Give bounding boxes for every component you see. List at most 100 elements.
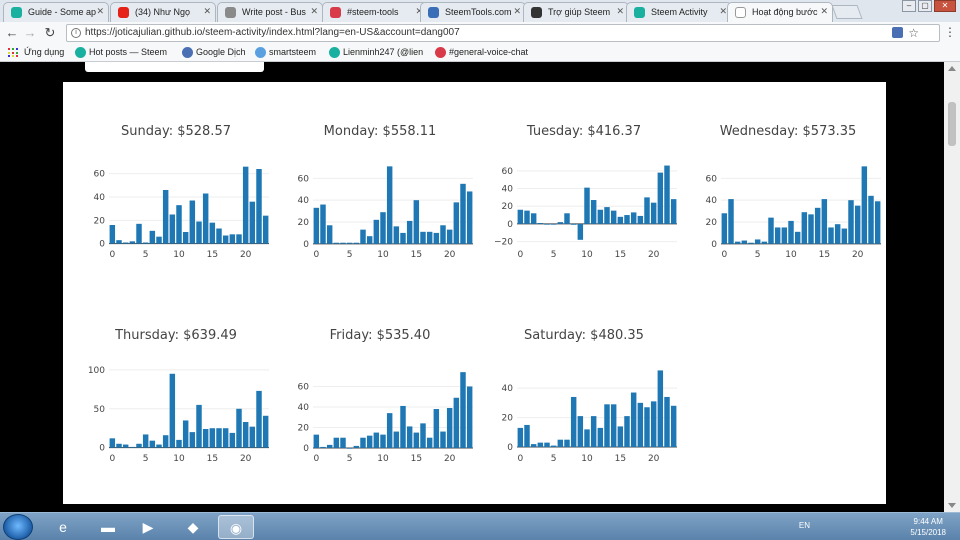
bar[interactable]: [136, 443, 142, 448]
bar[interactable]: [861, 166, 868, 244]
bar[interactable]: [550, 445, 557, 448]
bar[interactable]: [446, 408, 453, 448]
bar[interactable]: [617, 426, 624, 448]
bar[interactable]: [808, 214, 814, 244]
chart-thursday[interactable]: Thursday: $639.49 0 50 100 0 5 10 15 20: [81, 328, 271, 473]
bar[interactable]: [122, 242, 129, 244]
menu-kebab-icon[interactable]: ⋮: [944, 25, 956, 39]
bar[interactable]: [256, 169, 262, 244]
bar[interactable]: [570, 396, 577, 448]
bar[interactable]: [326, 444, 333, 448]
bar[interactable]: [340, 242, 346, 244]
bar[interactable]: [386, 413, 393, 448]
bar[interactable]: [728, 199, 734, 244]
bar[interactable]: [216, 428, 222, 448]
bar[interactable]: [544, 223, 550, 225]
bar[interactable]: [537, 223, 544, 224]
bar[interactable]: [530, 444, 537, 448]
bar[interactable]: [644, 197, 650, 224]
bar[interactable]: [202, 193, 209, 244]
bar[interactable]: [748, 242, 754, 244]
bookmark-item[interactable]: smartsteem: [255, 47, 316, 58]
browser-tab[interactable]: (34) Như Ngọ ✕: [110, 2, 216, 22]
scroll-up-arrow-icon[interactable]: [948, 66, 956, 71]
bar[interactable]: [624, 215, 630, 224]
bar[interactable]: [156, 236, 162, 244]
bar[interactable]: [821, 199, 828, 244]
chart-friday[interactable]: Friday: $535.40 0 20 40 60 0 5 10 15 20: [285, 328, 475, 473]
bar[interactable]: [524, 424, 530, 448]
bookmark-item[interactable]: Ứng dụng: [24, 47, 64, 57]
bar[interactable]: [353, 445, 360, 448]
bar[interactable]: [874, 201, 881, 244]
bar[interactable]: [768, 217, 774, 244]
scroll-thumb[interactable]: [948, 102, 956, 146]
bar[interactable]: [446, 229, 453, 244]
bar[interactable]: [256, 390, 262, 448]
bar[interactable]: [360, 229, 366, 244]
start-button[interactable]: [3, 514, 33, 540]
bar[interactable]: [420, 231, 426, 244]
bar[interactable]: [644, 407, 650, 448]
bar[interactable]: [848, 200, 854, 244]
bar[interactable]: [129, 446, 136, 448]
bar[interactable]: [202, 429, 209, 448]
bar[interactable]: [774, 227, 781, 244]
tab-close-icon[interactable]: ✕: [310, 6, 318, 16]
bookmark-item[interactable]: #general-voice-chat: [435, 47, 528, 58]
chart-saturday[interactable]: Saturday: $480.35 0 20 40 0 5 10 15 20: [489, 328, 679, 473]
bar[interactable]: [313, 434, 320, 448]
tab-close-icon[interactable]: ✕: [820, 6, 828, 16]
bar[interactable]: [734, 241, 741, 244]
bar[interactable]: [366, 435, 373, 448]
bar[interactable]: [788, 220, 794, 244]
bar[interactable]: [610, 404, 617, 448]
bar[interactable]: [570, 223, 577, 225]
bar[interactable]: [209, 222, 216, 244]
close-window-button[interactable]: ✕: [934, 0, 956, 12]
bar[interactable]: [537, 442, 544, 448]
bookmark-star-icon[interactable]: ☆: [908, 26, 919, 40]
bar[interactable]: [584, 187, 590, 224]
bar[interactable]: [162, 435, 169, 448]
bar[interactable]: [176, 205, 182, 244]
bar[interactable]: [610, 210, 617, 224]
bar[interactable]: [828, 227, 834, 244]
bar[interactable]: [333, 242, 340, 244]
bar[interactable]: [229, 432, 236, 448]
bar[interactable]: [664, 396, 670, 448]
bookmark-item[interactable]: Hot posts — Steem: [75, 47, 167, 58]
bar[interactable]: [182, 420, 189, 448]
bar[interactable]: [466, 191, 473, 244]
bar[interactable]: [340, 437, 346, 448]
bar[interactable]: [637, 215, 644, 224]
bar[interactable]: [353, 242, 360, 244]
bar[interactable]: [564, 439, 570, 448]
bar[interactable]: [236, 234, 242, 244]
bar[interactable]: [460, 372, 466, 448]
bar[interactable]: [584, 429, 590, 448]
bar[interactable]: [380, 212, 386, 244]
forward-arrow-icon[interactable]: →: [23, 25, 37, 40]
bar[interactable]: [544, 442, 550, 448]
bar[interactable]: [242, 166, 249, 244]
bar[interactable]: [400, 232, 406, 244]
bar[interactable]: [122, 444, 129, 448]
bar[interactable]: [630, 212, 637, 224]
bar[interactable]: [834, 224, 841, 244]
bar[interactable]: [590, 200, 597, 224]
garena-icon[interactable]: ◆: [187, 519, 199, 535]
bar[interactable]: [169, 214, 176, 244]
reload-icon[interactable]: ↻: [44, 25, 56, 40]
bar[interactable]: [597, 209, 604, 224]
bar[interactable]: [650, 202, 657, 224]
bar[interactable]: [664, 165, 670, 224]
bar[interactable]: [801, 212, 808, 244]
chart-sunday[interactable]: Sunday: $528.57 0 20 40 60 0 5 10 15 20: [81, 124, 271, 269]
minimize-button[interactable]: ‒: [902, 0, 916, 12]
bar[interactable]: [670, 405, 677, 448]
bar[interactable]: [156, 444, 162, 448]
browser-tab[interactable]: #steem-tools ✕: [322, 2, 428, 22]
bar[interactable]: [189, 432, 196, 448]
bar[interactable]: [393, 431, 400, 448]
